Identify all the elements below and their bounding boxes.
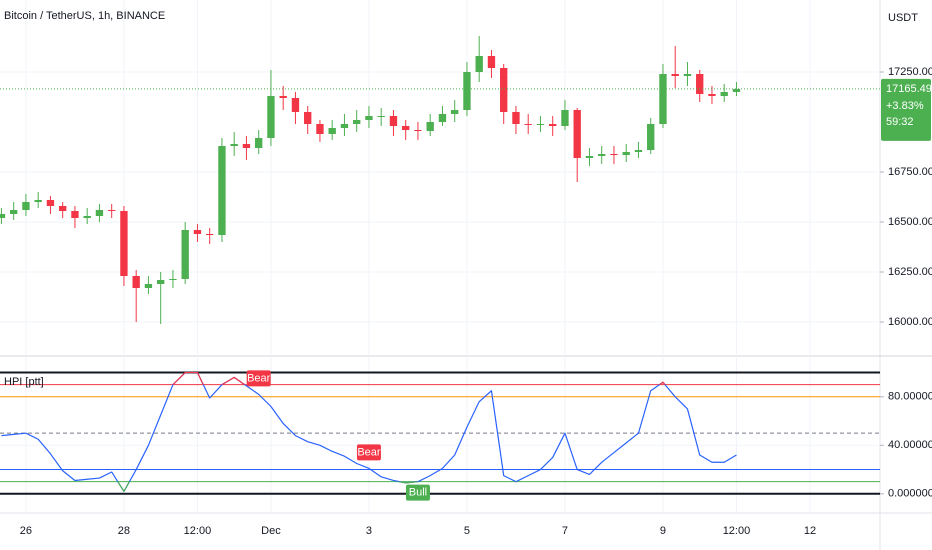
candle-body <box>500 68 508 112</box>
candle-body <box>512 112 520 124</box>
x-tick-label: 7 <box>562 525 568 537</box>
x-tick-label: 12:00 <box>184 525 212 537</box>
y-tick-label: 0.000000 <box>888 488 932 500</box>
candle-body <box>71 211 79 218</box>
candle-body <box>328 128 336 134</box>
candle-body <box>267 96 275 138</box>
candle-body <box>659 74 667 124</box>
candle-body <box>193 230 202 234</box>
x-tick-label: 12 <box>804 525 816 537</box>
indicator-line-oversold <box>117 481 518 492</box>
candle-body <box>426 122 434 131</box>
signal-label: Bear <box>357 446 381 458</box>
y-tick-label: 16500.00 <box>888 216 932 228</box>
candle-body <box>181 230 189 279</box>
indicator-title: HPI [ptt] <box>4 376 44 388</box>
candle-body <box>157 280 165 284</box>
candle-body <box>536 124 545 125</box>
candle-body <box>316 124 324 134</box>
y-tick-label: 16250.00 <box>888 266 932 278</box>
candle-body <box>279 96 287 98</box>
candle-body <box>365 116 373 120</box>
x-tick-label: 3 <box>366 525 372 537</box>
candle-body <box>340 124 349 128</box>
candle-body <box>622 152 630 155</box>
candle-body <box>389 116 398 126</box>
candle-body <box>561 110 569 126</box>
x-tick-label: 12:00 <box>723 525 751 537</box>
y-tick-label: 80.000000 <box>888 391 932 403</box>
candle-body <box>634 150 643 152</box>
candle-body <box>144 284 153 288</box>
candle-body <box>451 110 459 114</box>
candle-body <box>206 234 214 235</box>
candle-body <box>132 276 140 288</box>
x-tick-label: Dec <box>261 525 281 537</box>
candle-body <box>732 89 741 92</box>
candle-body <box>463 72 471 110</box>
candle-body <box>291 98 300 112</box>
candle-body <box>169 279 177 280</box>
countdown-label: 59:32 <box>886 116 914 128</box>
candle-body <box>34 200 42 202</box>
candle-body <box>585 156 594 158</box>
candle-body <box>108 210 116 211</box>
candle-body <box>696 74 704 94</box>
candle-body <box>230 144 238 146</box>
x-tick-label: 26 <box>20 525 32 537</box>
signal-label: Bull <box>409 487 427 499</box>
candle-body <box>414 130 422 131</box>
y-tick-label: 40.000000 <box>888 439 932 451</box>
candle-body <box>475 56 483 72</box>
candle-body <box>487 56 496 68</box>
candle-body <box>683 74 692 76</box>
candle-body <box>598 154 606 156</box>
candle-body <box>671 74 679 76</box>
chart-title: Bitcoin / TetherUS, 1h, BINANCE <box>4 10 165 22</box>
marks: 26 28 12:00 Dec 3 5 7 9 12:00 12 16000.00 16250.00 1… <box>0 0 932 537</box>
candle-body <box>46 200 55 206</box>
y-tick-label: 17250.00 <box>888 66 932 78</box>
candle-body <box>59 206 67 211</box>
candle-body <box>255 138 263 148</box>
candle-body <box>573 110 581 158</box>
candle-body <box>377 116 385 117</box>
candle-body <box>402 126 410 130</box>
candle-body <box>95 210 104 216</box>
x-tick-label: 5 <box>464 525 470 537</box>
candle-body <box>647 124 655 150</box>
currency: USDT <box>888 12 918 24</box>
candle-body <box>120 211 128 276</box>
candle-body <box>610 154 618 155</box>
y-tick-label: 16000.00 <box>888 316 932 328</box>
signal-label: Bear <box>247 372 271 384</box>
candle-body <box>708 94 716 96</box>
last-price-label: 17165.49 <box>886 83 932 95</box>
candle-body <box>353 120 361 124</box>
x-tick-label: 9 <box>660 525 666 537</box>
signal-label-box <box>356 444 381 461</box>
candle-body <box>83 216 91 218</box>
candle-body <box>218 146 226 235</box>
x-tick-label: 28 <box>118 525 130 537</box>
change-label: +3.83% <box>886 100 924 112</box>
candle-body <box>549 124 557 126</box>
candle-body <box>438 114 447 122</box>
candle-body <box>22 202 30 210</box>
candle-body <box>0 214 6 218</box>
candle-body <box>10 210 18 214</box>
signal-label-box <box>246 370 271 387</box>
candle-body <box>720 92 728 96</box>
signal-label-box <box>405 484 430 501</box>
last-price-box <box>881 78 931 141</box>
candle-body <box>524 124 532 125</box>
candle-body <box>242 144 251 148</box>
candle-body <box>304 112 312 124</box>
y-tick-label: 16750.00 <box>888 166 932 178</box>
